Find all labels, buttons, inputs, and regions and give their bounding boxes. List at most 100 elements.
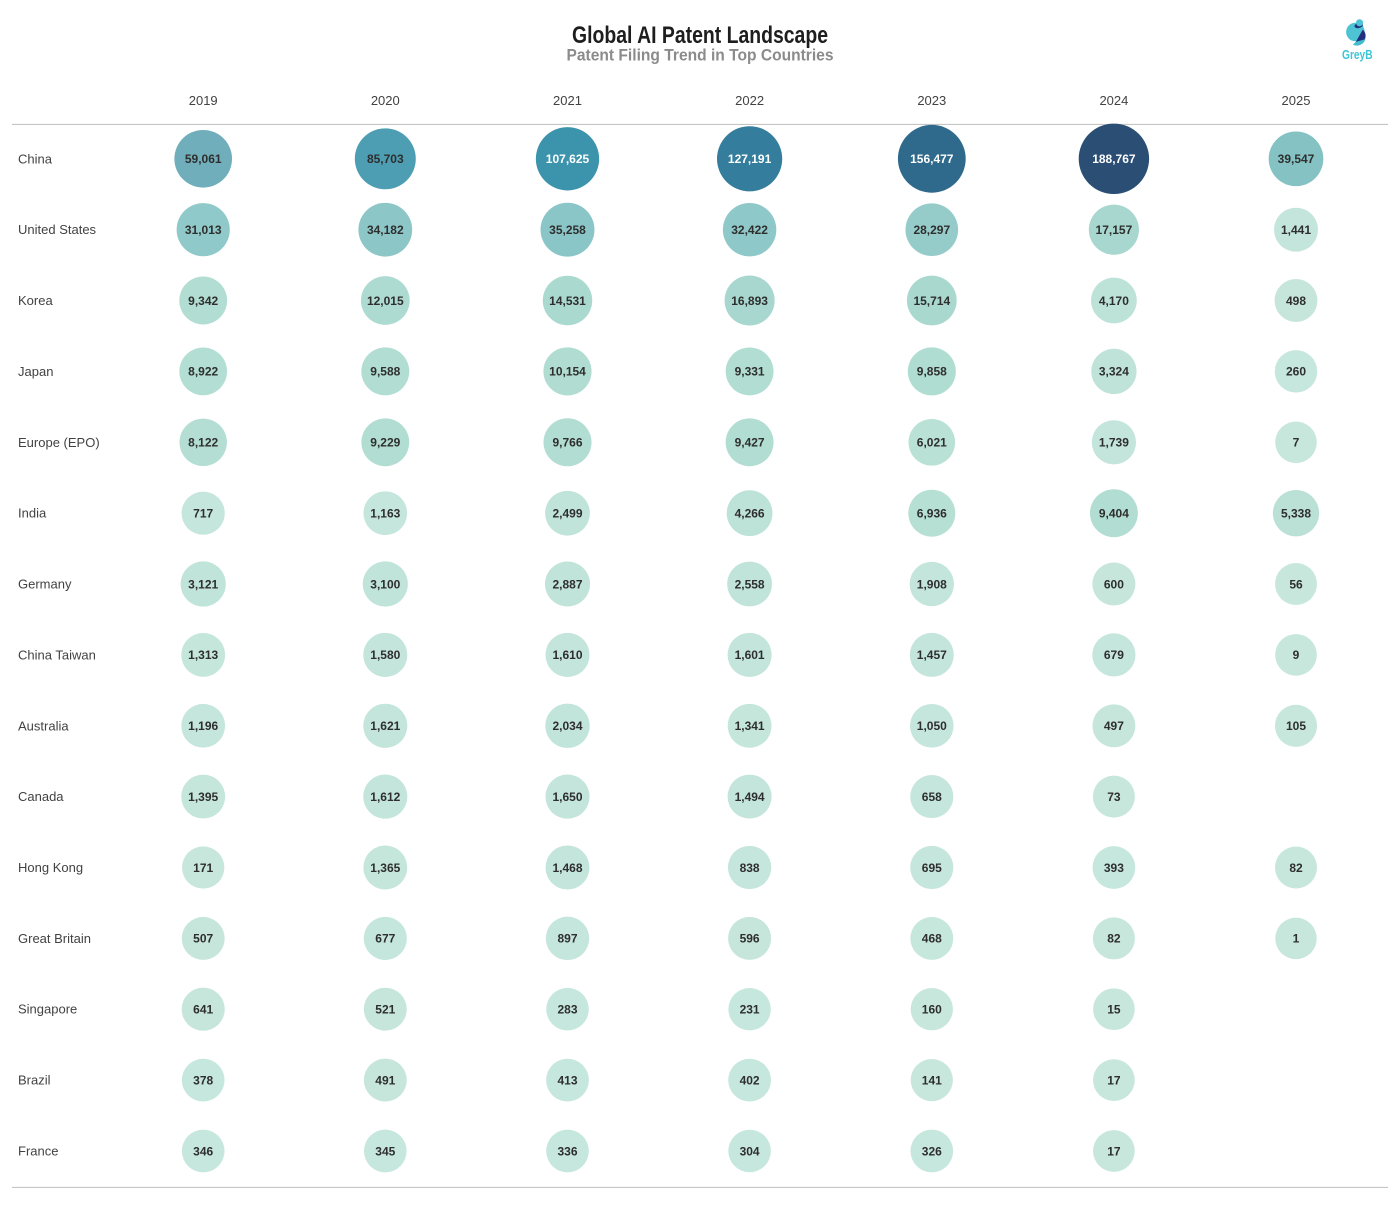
svg-text:171: 171: [193, 861, 213, 875]
svg-text:1,468: 1,468: [552, 861, 582, 875]
svg-text:GreyB: GreyB: [1342, 47, 1373, 62]
svg-text:15: 15: [1107, 1003, 1121, 1017]
svg-text:1,313: 1,313: [188, 648, 218, 662]
svg-text:India: India: [18, 506, 47, 521]
svg-text:6,936: 6,936: [917, 507, 947, 521]
svg-text:Europe (EPO): Europe (EPO): [18, 435, 100, 450]
svg-text:6,021: 6,021: [917, 436, 947, 450]
svg-text:2,499: 2,499: [552, 507, 582, 521]
svg-text:141: 141: [922, 1073, 942, 1087]
svg-text:9,229: 9,229: [370, 436, 400, 450]
svg-text:1,610: 1,610: [552, 648, 582, 662]
svg-text:1,739: 1,739: [1099, 436, 1129, 450]
svg-text:105: 105: [1286, 719, 1306, 733]
svg-text:5,338: 5,338: [1281, 507, 1311, 521]
svg-text:897: 897: [557, 932, 577, 946]
svg-text:2021: 2021: [553, 93, 582, 108]
svg-text:2025: 2025: [1282, 93, 1311, 108]
svg-text:1,612: 1,612: [370, 790, 400, 804]
svg-text:Great Britain: Great Britain: [18, 931, 91, 946]
svg-text:2023: 2023: [917, 93, 946, 108]
svg-text:393: 393: [1104, 861, 1124, 875]
svg-text:France: France: [18, 1144, 58, 1159]
svg-text:156,477: 156,477: [910, 152, 954, 166]
svg-text:Hong Kong: Hong Kong: [18, 860, 83, 875]
svg-text:9,404: 9,404: [1099, 507, 1129, 521]
svg-text:8,122: 8,122: [188, 436, 218, 450]
svg-text:521: 521: [375, 1003, 395, 1017]
svg-text:1,650: 1,650: [552, 790, 582, 804]
svg-text:9,331: 9,331: [735, 365, 765, 379]
svg-text:Japan: Japan: [18, 364, 53, 379]
svg-text:56: 56: [1289, 577, 1303, 591]
svg-text:378: 378: [193, 1073, 213, 1087]
svg-text:8,922: 8,922: [188, 365, 218, 379]
svg-text:838: 838: [740, 861, 760, 875]
svg-text:28,297: 28,297: [913, 223, 950, 237]
svg-text:2,558: 2,558: [735, 577, 765, 591]
svg-text:679: 679: [1104, 648, 1124, 662]
svg-text:17,157: 17,157: [1096, 223, 1133, 237]
svg-text:1,395: 1,395: [188, 790, 218, 804]
svg-text:1: 1: [1293, 932, 1300, 946]
svg-text:600: 600: [1104, 577, 1124, 591]
svg-text:17: 17: [1107, 1073, 1121, 1087]
svg-text:188,767: 188,767: [1092, 152, 1136, 166]
svg-text:Brazil: Brazil: [18, 1073, 51, 1088]
svg-text:1,163: 1,163: [370, 507, 400, 521]
svg-text:4,266: 4,266: [735, 507, 765, 521]
svg-text:336: 336: [557, 1144, 577, 1158]
svg-text:160: 160: [922, 1003, 942, 1017]
svg-text:1,050: 1,050: [917, 719, 947, 733]
svg-text:2,034: 2,034: [552, 719, 582, 733]
svg-text:413: 413: [557, 1073, 577, 1087]
svg-text:Canada: Canada: [18, 789, 64, 804]
svg-text:641: 641: [193, 1003, 213, 1017]
svg-text:China: China: [18, 151, 53, 166]
svg-text:498: 498: [1286, 294, 1306, 308]
svg-text:15,714: 15,714: [913, 294, 950, 308]
svg-text:1,441: 1,441: [1281, 223, 1311, 237]
svg-text:10,154: 10,154: [549, 365, 586, 379]
svg-text:Global AI Patent Landscape: Global AI Patent Landscape: [572, 22, 828, 49]
svg-text:1,580: 1,580: [370, 648, 400, 662]
svg-text:1,908: 1,908: [917, 577, 947, 591]
svg-text:1,601: 1,601: [735, 648, 765, 662]
svg-text:Singapore: Singapore: [18, 1002, 77, 1017]
svg-text:9: 9: [1293, 648, 1300, 662]
svg-text:31,013: 31,013: [185, 223, 222, 237]
svg-text:73: 73: [1107, 790, 1121, 804]
svg-text:1,196: 1,196: [188, 719, 218, 733]
svg-text:9,342: 9,342: [188, 294, 218, 308]
svg-text:491: 491: [375, 1073, 395, 1087]
svg-text:Australia: Australia: [18, 718, 69, 733]
svg-text:16,893: 16,893: [731, 294, 768, 308]
svg-text:United States: United States: [18, 222, 97, 237]
svg-text:32,422: 32,422: [731, 223, 768, 237]
svg-text:7: 7: [1293, 436, 1300, 450]
svg-text:1,621: 1,621: [370, 719, 400, 733]
svg-text:717: 717: [193, 507, 213, 521]
svg-text:9,427: 9,427: [735, 436, 765, 450]
svg-text:17: 17: [1107, 1144, 1121, 1158]
svg-text:Patent Filing Trend in Top Cou: Patent Filing Trend in Top Countries: [567, 46, 834, 65]
svg-text:34,182: 34,182: [367, 223, 404, 237]
svg-text:82: 82: [1107, 932, 1121, 946]
svg-text:3,100: 3,100: [370, 577, 400, 591]
svg-text:85,703: 85,703: [367, 152, 404, 166]
svg-text:4,170: 4,170: [1099, 294, 1129, 308]
svg-text:231: 231: [740, 1003, 760, 1017]
svg-text:507: 507: [193, 932, 213, 946]
svg-text:14,531: 14,531: [549, 294, 586, 308]
svg-text:497: 497: [1104, 719, 1124, 733]
svg-text:283: 283: [557, 1003, 577, 1017]
svg-text:Korea: Korea: [18, 293, 53, 308]
svg-text:1,457: 1,457: [917, 648, 947, 662]
svg-text:596: 596: [740, 932, 760, 946]
svg-text:107,625: 107,625: [546, 152, 590, 166]
svg-text:346: 346: [193, 1144, 213, 1158]
svg-text:China Taiwan: China Taiwan: [18, 647, 96, 662]
svg-text:82: 82: [1289, 861, 1303, 875]
svg-text:260: 260: [1286, 365, 1306, 379]
svg-text:1,341: 1,341: [735, 719, 765, 733]
